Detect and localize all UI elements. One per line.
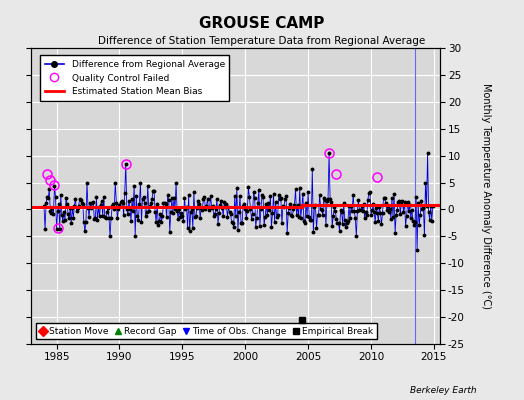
Y-axis label: Monthly Temperature Anomaly Difference (°C): Monthly Temperature Anomaly Difference (… bbox=[482, 83, 492, 309]
Text: Difference of Station Temperature Data from Regional Average: Difference of Station Temperature Data f… bbox=[99, 36, 425, 46]
Text: Berkeley Earth: Berkeley Earth bbox=[410, 386, 477, 395]
Legend: Station Move, Record Gap, Time of Obs. Change, Empirical Break: Station Move, Record Gap, Time of Obs. C… bbox=[36, 323, 377, 340]
Text: GROUSE CAMP: GROUSE CAMP bbox=[199, 16, 325, 31]
